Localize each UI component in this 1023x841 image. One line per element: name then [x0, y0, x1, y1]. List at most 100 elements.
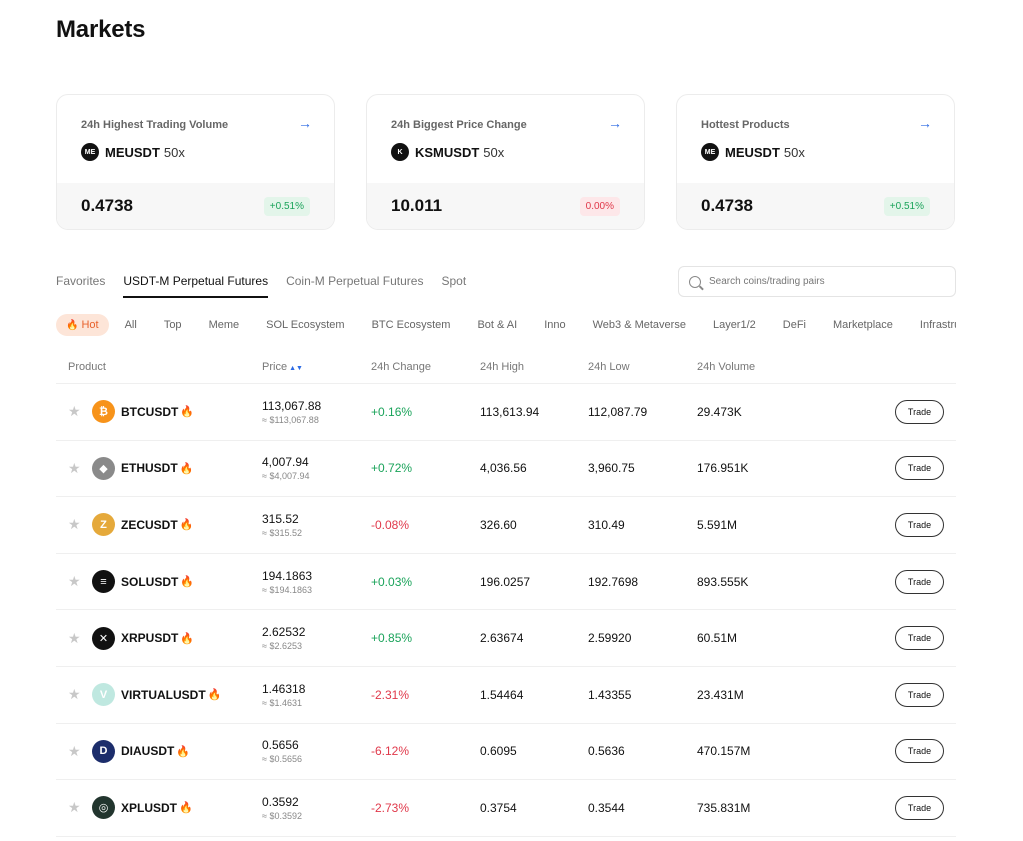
table-row[interactable]: ★ V VIRTUALUSDT 🔥 1.46318 ≈ $1.4631 -2.31% 1.54…: [56, 667, 956, 724]
fire-icon: 🔥: [207, 689, 222, 702]
header-change[interactable]: 24h Change: [371, 360, 431, 373]
search-box[interactable]: [678, 266, 956, 297]
price-value: 1.46318: [262, 681, 306, 696]
trade-button[interactable]: Trade: [895, 512, 944, 537]
trade-button[interactable]: Trade: [895, 682, 944, 707]
star-icon[interactable]: ★: [68, 573, 81, 590]
category-infrastructure[interactable]: Infrastructure: [920, 319, 956, 331]
header-high[interactable]: 24h High: [480, 360, 525, 373]
trade-cell: Trade: [895, 384, 944, 440]
summary-card[interactable]: 24h Biggest Price Change → K KSMUSDT 50x 10.0…: [366, 94, 645, 230]
trade-button[interactable]: Trade: [895, 456, 944, 481]
product-symbol[interactable]: VIRTUALUSDT: [121, 687, 206, 702]
product-symbol[interactable]: XPLUSDT: [121, 800, 178, 815]
category-top[interactable]: Top: [164, 319, 182, 331]
product-symbol[interactable]: BTCUSDT: [121, 404, 179, 419]
price-cell: 315.52 ≈ $315.52: [262, 497, 302, 553]
summary-card[interactable]: 24h Highest Trading Volume → ME MEUSDT 50x 0.…: [56, 94, 335, 230]
category-label: SOL Ecosystem: [266, 319, 345, 331]
high-value: 2.63674: [480, 631, 524, 646]
card-pair: K KSMUSDT 50x: [391, 143, 620, 161]
arrow-right-icon[interactable]: →: [918, 115, 932, 131]
product-symbol[interactable]: SOLUSDT: [121, 574, 179, 589]
tab-spot[interactable]: Spot: [441, 274, 467, 288]
coin-icon: ≡: [92, 570, 115, 594]
high-value: 113,613.94: [480, 404, 540, 419]
change-value: +0.16%: [371, 404, 413, 419]
low-value: 3,960.75: [588, 461, 635, 476]
category-hot[interactable]: 🔥 Hot: [56, 314, 109, 336]
price-value: 0.5656: [262, 738, 299, 753]
category-bot-ai[interactable]: Bot & AI: [477, 319, 517, 331]
category-meme[interactable]: Meme: [209, 319, 240, 331]
star-icon[interactable]: ★: [68, 459, 81, 476]
category-web3-metaverse[interactable]: Web3 & Metaverse: [593, 319, 686, 331]
price-cell: 1.46318 ≈ $1.4631: [262, 667, 305, 723]
table-row[interactable]: ★ D DIAUSDT 🔥 0.5656 ≈ $0.5656 -6.12% 0.6095 0.5…: [56, 724, 956, 781]
sort-icon[interactable]: ▲▼: [289, 364, 303, 372]
star-icon[interactable]: ★: [68, 742, 81, 759]
table-row[interactable]: ★ Z ZECUSDT 🔥 315.52 ≈ $315.52 -0.08% 326.60 310…: [56, 497, 956, 554]
star-icon[interactable]: ★: [68, 516, 81, 533]
card-label: 24h Biggest Price Change: [391, 119, 527, 131]
star-icon[interactable]: ★: [68, 799, 81, 816]
summary-card[interactable]: Hottest Products → ME MEUSDT 50x 0.4738 +0.51%: [676, 94, 955, 230]
table-row[interactable]: ★ ◆ ETHUSDT 🔥 4,007.94 ≈ $4,007.94 +0.72% 4,036…: [56, 441, 956, 498]
price-cell: 2.62532 ≈ $2.6253: [262, 610, 305, 666]
category-sol-ecosystem[interactable]: SOL Ecosystem: [266, 319, 344, 331]
summary-cards: 24h Highest Trading Volume → ME MEUSDT 50x 0.…: [56, 94, 956, 230]
product-cell: ≡ SOLUSDT 🔥: [92, 554, 194, 610]
header-low[interactable]: 24h Low: [588, 360, 630, 373]
header-price[interactable]: Price ▲▼: [262, 360, 303, 373]
trade-button[interactable]: Trade: [895, 795, 944, 820]
card-price: 10.011: [391, 196, 443, 215]
price-usd: ≈ $2.6253: [262, 641, 302, 652]
high-value: 196.0257: [480, 574, 531, 589]
tab-usdt-m-perpetual-futures[interactable]: USDT-M Perpetual Futures: [123, 266, 269, 298]
star-icon[interactable]: ★: [68, 403, 81, 420]
fire-icon: 🔥: [176, 745, 191, 758]
category-defi[interactable]: DeFi: [783, 319, 806, 331]
coin-icon: ◆: [92, 456, 115, 480]
tab-coin-m-perpetual-futures[interactable]: Coin-M Perpetual Futures: [286, 274, 424, 288]
table-header: Product Price ▲▼ 24h Change 24h High 24h …: [56, 350, 956, 384]
card-label: Hottest Products: [701, 119, 790, 131]
trade-button[interactable]: Trade: [895, 569, 944, 594]
category-btc-ecosystem[interactable]: BTC Ecosystem: [372, 319, 451, 331]
header-product[interactable]: Product: [68, 360, 106, 373]
trade-button[interactable]: Trade: [895, 739, 944, 764]
arrow-right-icon[interactable]: →: [608, 115, 622, 131]
coin-icon: ME: [81, 143, 99, 161]
price-cell: 0.3592 ≈ $0.3592: [262, 780, 302, 836]
product-symbol[interactable]: ETHUSDT: [121, 461, 178, 476]
star-icon[interactable]: ★: [68, 629, 81, 646]
star-icon[interactable]: ★: [68, 686, 81, 703]
category-marketplace[interactable]: Marketplace: [833, 319, 893, 331]
product-cell: D DIAUSDT 🔥: [92, 724, 190, 780]
arrow-right-icon[interactable]: →: [298, 115, 312, 131]
tab-favorites[interactable]: Favorites: [56, 274, 106, 288]
card-pair: ME MEUSDT 50x: [81, 143, 310, 161]
card-leverage: 50x: [783, 144, 805, 160]
category-all[interactable]: All: [125, 319, 137, 331]
low-value: 0.3544: [588, 800, 625, 815]
category-label: Bot & AI: [477, 319, 518, 331]
table-row[interactable]: ★ ₿ BTCUSDT 🔥 113,067.88 ≈ $113,067.88 +0.16% 1…: [56, 384, 956, 441]
product-symbol[interactable]: ZECUSDT: [121, 517, 178, 532]
product-symbol[interactable]: DIAUSDT: [121, 744, 175, 759]
trade-button[interactable]: Trade: [895, 399, 944, 424]
table-row[interactable]: ★ ✕ XRPUSDT 🔥 2.62532 ≈ $2.6253 +0.85% 2.63674 2…: [56, 610, 956, 667]
search-input[interactable]: [709, 276, 939, 287]
table-row[interactable]: ★ ◎ XPLUSDT 🔥 0.3592 ≈ $0.3592 -2.73% 0.3754 0.3…: [56, 780, 956, 837]
card-pair: ME MEUSDT 50x: [701, 143, 930, 161]
category-label: Infrastructure: [919, 319, 956, 331]
trade-button[interactable]: Trade: [895, 626, 944, 651]
product-symbol[interactable]: XRPUSDT: [121, 631, 179, 646]
change-value: +0.85%: [371, 631, 413, 646]
header-volume[interactable]: 24h Volume: [697, 360, 756, 373]
table-row[interactable]: ★ ≡ SOLUSDT 🔥 194.1863 ≈ $194.1863 +0.03% 196.0…: [56, 554, 956, 611]
change-badge: +0.51%: [883, 196, 930, 216]
category-label: Marketplace: [833, 319, 893, 331]
category-inno[interactable]: Inno: [544, 319, 565, 331]
category-layer1-2[interactable]: Layer1/2: [713, 319, 756, 331]
